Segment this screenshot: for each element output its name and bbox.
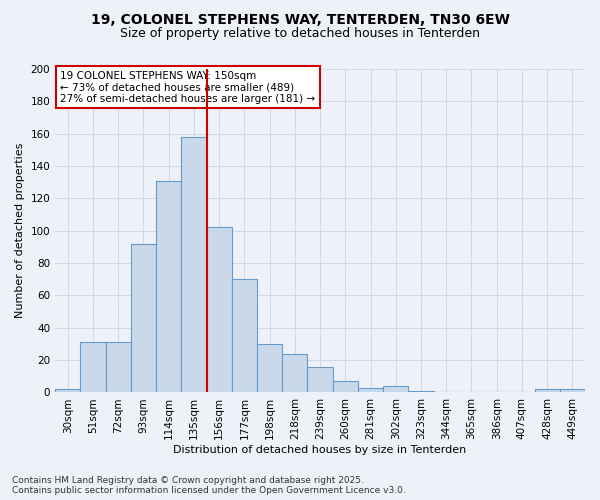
- Bar: [409, 391, 434, 392]
- Bar: [307, 366, 332, 392]
- Bar: [131, 244, 156, 392]
- X-axis label: Distribution of detached houses by size in Tenterden: Distribution of detached houses by size …: [173, 445, 467, 455]
- Text: 19, COLONEL STEPHENS WAY, TENTERDEN, TN30 6EW: 19, COLONEL STEPHENS WAY, TENTERDEN, TN3…: [91, 12, 509, 26]
- Bar: [156, 180, 181, 392]
- Text: Contains HM Land Registry data © Crown copyright and database right 2025.
Contai: Contains HM Land Registry data © Crown c…: [12, 476, 406, 495]
- Bar: [55, 389, 80, 392]
- Bar: [80, 342, 106, 392]
- Bar: [332, 381, 358, 392]
- Bar: [358, 388, 383, 392]
- Text: 19 COLONEL STEPHENS WAY: 150sqm
← 73% of detached houses are smaller (489)
27% o: 19 COLONEL STEPHENS WAY: 150sqm ← 73% of…: [61, 70, 316, 104]
- Bar: [206, 228, 232, 392]
- Bar: [106, 342, 131, 392]
- Bar: [560, 389, 585, 392]
- Bar: [535, 389, 560, 392]
- Bar: [257, 344, 282, 393]
- Bar: [232, 279, 257, 392]
- Bar: [282, 354, 307, 393]
- Bar: [181, 137, 206, 392]
- Bar: [383, 386, 409, 392]
- Text: Size of property relative to detached houses in Tenterden: Size of property relative to detached ho…: [120, 28, 480, 40]
- Y-axis label: Number of detached properties: Number of detached properties: [15, 143, 25, 318]
